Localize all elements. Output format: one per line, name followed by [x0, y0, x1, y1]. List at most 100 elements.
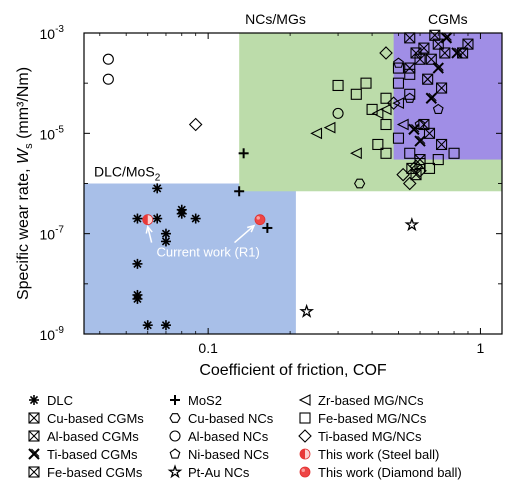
point-fe-based-cgms-4: [436, 82, 448, 94]
point-fe-based-mg-ncs-16: [392, 62, 405, 74]
legend-marker-dlc: [29, 395, 39, 405]
point-fe-based-mg-ncs-12: [432, 154, 444, 166]
legend-item-al-based-cgms: Al-based CGMs: [28, 429, 139, 444]
legend-item-fe-based-cgms: Fe-based CGMs: [28, 465, 143, 480]
point-ni-based-ncs-3: [432, 103, 444, 114]
point-fe-based-mg-ncs-11: [404, 147, 416, 159]
point-dlc-2: [152, 213, 163, 224]
legend-item-this-work-steel-ball: This work (Steel ball): [299, 447, 439, 462]
point-fe-based-mg-ncs-2: [360, 77, 372, 89]
annotation-arrow-steel: [145, 225, 153, 243]
legend-marker-ti-based-mg-ncs: [298, 429, 312, 443]
legend-label: Ni-based NCs: [188, 447, 269, 462]
point-fe-based-mg-ncs-6: [404, 88, 416, 100]
point-dlc-10: [132, 293, 143, 304]
y-axis-symbol: W: [15, 147, 32, 164]
annotation-current-work: Current work (R1): [156, 245, 259, 260]
point-zr-based-mg-ncs-4: [379, 103, 392, 116]
legend-marker-al-based-cgms: [28, 430, 40, 442]
point-fe-based-mg-ncs-4: [380, 92, 392, 104]
legend-item-pt-au-ncs: Pt-Au NCs: [167, 464, 250, 480]
legend-item-ti-based-mg-ncs: Ti-based MG/NCs: [298, 429, 422, 444]
point-fe-based-cgms-7: [462, 38, 474, 50]
legend-marker-fe-based-mg-ncs: [299, 412, 311, 424]
region-label-cgms: CGMs: [428, 11, 468, 27]
point-zr-based-mg-ncs-2: [350, 147, 362, 160]
point-cu-based-ncs-0: [353, 178, 366, 189]
legend-marker-fe-based-cgms: [28, 466, 40, 478]
point-fe-based-mg-ncs-5: [392, 77, 405, 89]
point-dlc-8: [132, 258, 143, 269]
y-tick-label: 10-3: [40, 24, 65, 42]
legend-marker-this-work-steel-ball: [299, 448, 311, 460]
region-dlc-mos2: [84, 183, 296, 334]
point-mos2-2: [262, 222, 273, 233]
y-axis-label: Specific wear rate, Ws (mm³/Nm): [15, 67, 35, 300]
point-cu-based-cgms-4: [436, 138, 448, 151]
point-dlc-7: [160, 236, 171, 247]
point-zr-based-mg-ncs-0: [310, 127, 323, 140]
point-zr-based-mg-ncs-1: [323, 121, 336, 134]
point-fe-based-mg-ncs-1: [350, 88, 362, 100]
legend-label: Al-based NCs: [188, 429, 269, 444]
point-ti-based-cgms-4: [408, 123, 420, 136]
y-tick-label: 10-5: [40, 124, 65, 142]
point-ti-based-cgms-0: [440, 32, 453, 44]
legend-item-al-based-ncs: Al-based NCs: [169, 429, 269, 444]
point-fe-based-cgms-5: [410, 169, 422, 181]
legend-item-mos2: MoS2: [170, 393, 222, 408]
legend-label: Fe-based CGMs: [47, 465, 143, 480]
x-axis-label: Coefficient of friction, COF: [199, 362, 387, 379]
y-tick-exponent: -9: [55, 325, 64, 336]
point-fe-based-mg-ncs-0: [332, 79, 344, 92]
point-ti-based-mg-ncs-5: [409, 159, 423, 174]
legend-label: Pt-Au NCs: [188, 465, 250, 480]
legend-marker-cu-based-cgms: [28, 412, 40, 424]
point-pt-au-ncs-1: [299, 303, 315, 318]
y-tick-exponent: -5: [55, 124, 64, 135]
point-fe-based-mg-ncs-17: [404, 68, 416, 80]
y-axis-subscript: s: [23, 143, 35, 149]
point-this-work-diamond-ball-0: [254, 214, 266, 226]
region-label-subscript: 2: [155, 173, 161, 184]
point-fe-based-mg-ncs-9: [372, 138, 384, 151]
legend-label: This work (Diamond ball): [318, 465, 462, 480]
point-ti-based-mg-ncs-0: [188, 117, 203, 132]
legend-item-cu-based-ncs: Cu-based NCs: [169, 411, 274, 426]
point-ni-based-ncs-0: [393, 57, 404, 68]
point-fe-based-cgms-1: [414, 53, 426, 65]
annotation-arrow-diamond: [234, 224, 256, 244]
point-ti-based-mg-ncs-4: [413, 163, 427, 178]
regions-layer: [84, 33, 502, 334]
y-tick-label: 10-9: [40, 325, 65, 343]
legend-label: Cu-based NCs: [188, 411, 274, 426]
point-fe-based-mg-ncs-3: [366, 103, 378, 115]
point-ti-based-mg-ncs-2: [396, 167, 410, 182]
legend-item-cu-based-cgms: Cu-based CGMs: [28, 411, 144, 426]
point-fe-based-cgms-0: [429, 29, 441, 41]
point-fe-based-mg-ncs-8: [392, 132, 405, 144]
y-tick-label: 10-7: [40, 225, 65, 243]
points-layer: [102, 29, 474, 331]
point-ti-based-cgms-5: [414, 135, 426, 147]
point-al-based-cgms-1: [425, 53, 437, 65]
point-dlc-11: [142, 320, 153, 331]
legend-label: Al-based CGMs: [47, 429, 139, 444]
point-this-work-steel-ball-0: [142, 214, 154, 226]
legend-label: Zr-based MG/NCs: [318, 393, 424, 408]
point-ti-based-mg-ncs-3: [402, 176, 417, 191]
point-zr-based-mg-ncs-3: [371, 107, 384, 120]
point-ti-based-mg-ncs-6: [386, 96, 401, 110]
point-ti-based-cgms-3: [425, 92, 438, 104]
legend-marker-this-work-diamond-ball: [299, 466, 311, 478]
point-fe-based-mg-ncs-7: [380, 118, 392, 131]
legend-marker-ti-based-cgms: [28, 448, 40, 460]
point-dlc-5: [190, 213, 201, 224]
point-fe-based-cgms-3: [422, 73, 434, 85]
point-mos2-0: [234, 186, 245, 197]
region-label-ncs-mgs: NCs/MGs: [245, 11, 306, 27]
point-dlc-4: [176, 208, 187, 219]
legend-item-zr-based-mg-ncs: Zr-based MG/NCs: [298, 393, 424, 408]
point-pt-au-ncs-0: [404, 217, 420, 232]
x-tick-label: 0.1: [198, 340, 218, 356]
